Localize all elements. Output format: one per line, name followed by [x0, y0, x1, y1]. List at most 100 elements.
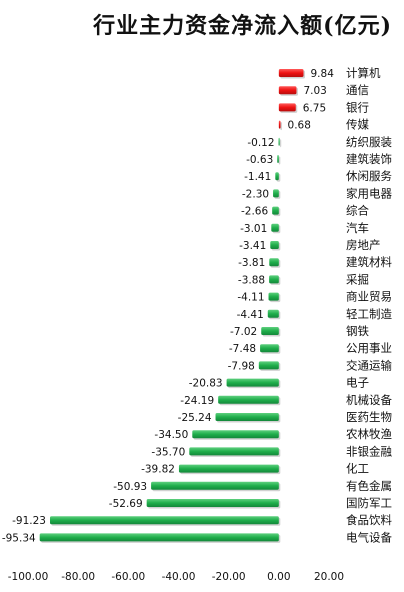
- x-tick-label: -100.00: [8, 571, 49, 583]
- bar-9: [272, 206, 279, 215]
- bar-13: [269, 275, 279, 284]
- value-label: -7.48: [229, 343, 256, 355]
- bar-21: [215, 413, 279, 421]
- value-label: -1.41: [244, 171, 271, 183]
- bar-26: [146, 499, 279, 507]
- value-label: -25.24: [178, 412, 212, 424]
- category-label: 非银金融: [346, 444, 392, 458]
- x-tick-label: -80.00: [61, 571, 95, 583]
- category-label: 传媒: [346, 118, 369, 132]
- bar-12: [269, 258, 279, 267]
- category-label: 食品饮料: [346, 513, 392, 527]
- category-label: 化工: [346, 462, 369, 476]
- bar-22: [192, 430, 279, 439]
- value-label: 0.68: [288, 120, 311, 132]
- value-label: -35.70: [151, 446, 185, 458]
- category-label: 采掘: [346, 272, 369, 286]
- value-label: -4.11: [237, 292, 264, 304]
- category-label: 通信: [346, 83, 369, 97]
- category-label: 有色金属: [346, 479, 392, 493]
- x-tick-label: -60.00: [111, 571, 145, 583]
- x-tick-label: -40.00: [162, 571, 196, 583]
- value-label: -34.50: [154, 429, 188, 441]
- value-label: -7.98: [228, 360, 255, 372]
- value-label: -4.41: [237, 309, 264, 321]
- value-label: -50.93: [113, 481, 147, 493]
- bar-6: [277, 155, 279, 163]
- x-tick-label: 20.00: [314, 571, 344, 583]
- bar-17: [260, 344, 279, 353]
- category-label: 农林牧渔: [346, 427, 392, 441]
- bar-4: [278, 120, 281, 129]
- bar-28: [39, 533, 279, 542]
- category-label: 机械设备: [346, 393, 392, 407]
- value-label: 6.75: [303, 102, 326, 114]
- category-label: 公用事业: [346, 341, 392, 355]
- value-label: -20.83: [189, 378, 223, 390]
- category-label: 建筑材料: [346, 255, 392, 269]
- bar-7: [275, 172, 279, 181]
- value-label: -0.63: [246, 154, 273, 166]
- category-label: 汽车: [346, 221, 369, 235]
- value-label: -52.69: [109, 498, 143, 510]
- value-label: -91.23: [12, 515, 46, 527]
- value-label: -95.34: [2, 532, 36, 544]
- category-labels-layer: 计算机通信银行传媒纺织服装建筑装饰休闲服务家用电器综合汽车房地产建筑材料采掘商业…: [346, 66, 392, 544]
- category-label: 房地产: [346, 238, 381, 252]
- x-tick-label: 0.00: [267, 571, 290, 583]
- category-label: 商业贸易: [346, 290, 392, 304]
- category-label: 钢铁: [346, 324, 369, 338]
- bar-19: [226, 378, 279, 387]
- category-label: 国防军工: [346, 496, 392, 510]
- bar-20: [218, 395, 279, 404]
- bar-10: [271, 223, 279, 232]
- value-label: -3.88: [238, 274, 265, 286]
- value-label: -0.12: [247, 137, 274, 149]
- bar-3: [278, 103, 296, 112]
- bar-5: [278, 137, 280, 146]
- category-label: 计算机: [346, 66, 381, 80]
- bar-27: [49, 516, 279, 525]
- bar-25: [151, 481, 279, 490]
- value-label: -7.02: [230, 326, 257, 338]
- value-label: -24.19: [180, 395, 214, 407]
- bar-1: [278, 69, 304, 77]
- bar-shadow: [278, 156, 281, 165]
- bar-2: [278, 86, 297, 95]
- category-label: 休闲服务: [346, 169, 392, 183]
- category-label: 电子: [346, 376, 369, 390]
- bar-shadow: [280, 122, 283, 131]
- bar-18: [258, 361, 279, 370]
- chart-title: 行业主力资金净流入额(亿元): [93, 13, 392, 39]
- bar-15: [267, 309, 279, 318]
- category-label: 家用电器: [346, 186, 392, 200]
- bar-16: [261, 327, 279, 335]
- category-label: 电气设备: [346, 530, 392, 544]
- category-label: 综合: [346, 204, 369, 218]
- value-label: -3.41: [239, 240, 266, 252]
- bar-8: [273, 189, 279, 198]
- value-label: -2.66: [241, 206, 268, 218]
- bar-23: [189, 447, 279, 456]
- value-label: -2.30: [242, 188, 269, 200]
- value-labels-layer: 9.84 7.03 6.75 0.68 -0.12 -0.63 -1.41 -2.30 -2.6…: [2, 68, 334, 544]
- category-label: 轻工制造: [346, 307, 392, 321]
- category-label: 纺织服装: [346, 135, 392, 149]
- value-label: 7.03: [303, 85, 326, 97]
- category-label: 银行: [346, 100, 369, 114]
- value-label: -3.01: [240, 223, 267, 235]
- x-tick-label: -20.00: [212, 571, 246, 583]
- value-label: 9.84: [311, 68, 335, 80]
- value-label: -39.82: [141, 464, 175, 476]
- bars-layer: [39, 69, 306, 543]
- bar-24: [178, 464, 279, 473]
- bar-11: [270, 241, 279, 249]
- category-label: 交通运输: [346, 358, 392, 372]
- bar-14: [268, 292, 279, 301]
- category-label: 医药生物: [346, 410, 392, 424]
- category-label: 建筑装饰: [346, 152, 392, 166]
- bar-shadow: [280, 139, 282, 148]
- value-label: -3.81: [238, 257, 265, 269]
- x-axis-ticks: -100.00 -80.00 -60.00 -40.00 -20.00 0.00 20.00: [8, 571, 344, 583]
